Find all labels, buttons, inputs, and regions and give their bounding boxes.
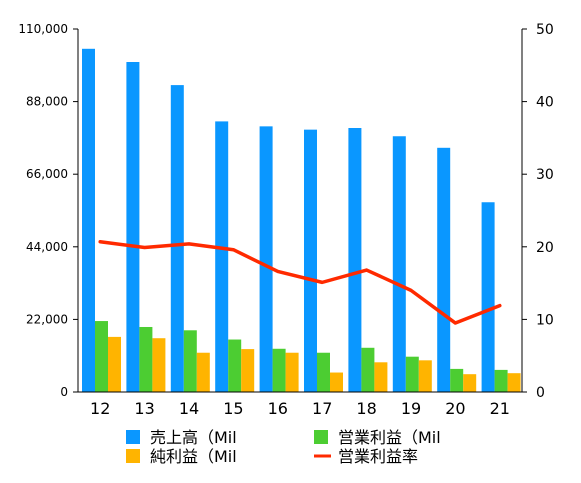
left-tick-label: 22,000	[26, 312, 68, 326]
bar-0-13	[126, 62, 140, 392]
bar-0-15	[215, 121, 229, 393]
bar-1-13	[139, 326, 153, 392]
legend-label-1: 営業利益（Mil	[338, 428, 441, 447]
bar-1-21	[494, 369, 508, 392]
legend-label-2: 純利益（Mil	[150, 447, 237, 466]
x-tick-label: 15	[223, 399, 243, 418]
bar-1-20	[450, 368, 464, 392]
legend: 売上高（Mil 営業利益（Mil 純利益（Mil 営業利益率	[126, 428, 441, 466]
bar-2-12	[108, 336, 121, 392]
right-tick-label: 40	[536, 95, 554, 111]
bar-1-19	[405, 356, 419, 392]
bar-2-14	[196, 352, 210, 392]
right-tick-label: 0	[536, 385, 545, 401]
x-tick-label: 17	[312, 399, 332, 418]
x-tick-label: 21	[490, 399, 510, 418]
x-axis-ticks: 12 13 14 15 16 17 18 19 20 21	[90, 399, 510, 418]
axes	[77, 29, 523, 393]
right-tick-label: 20	[536, 240, 554, 256]
legend-label-3: 営業利益率	[338, 447, 418, 466]
x-tick-label: 12	[90, 399, 110, 418]
line-layer	[98, 239, 502, 325]
x-tick-label: 20	[445, 399, 465, 418]
bar-1-12	[95, 321, 108, 392]
bar-2-18	[374, 362, 388, 392]
bar-2-21	[507, 373, 521, 392]
right-tick-label: 50	[536, 22, 554, 38]
legend-label-0: 売上高（Mil	[150, 428, 237, 447]
left-tick-label: 88,000	[26, 95, 68, 109]
legend-swatch-1	[314, 430, 328, 444]
bar-1-16	[272, 348, 286, 392]
bar-1-15	[228, 339, 242, 392]
right-tick-label: 30	[536, 167, 554, 183]
right-tick-label: 10	[536, 312, 554, 328]
line-series-0	[98, 239, 502, 325]
bar-2-17	[330, 372, 343, 392]
bar-2-16	[285, 352, 299, 392]
left-tick-label: 110,000	[18, 22, 68, 36]
bar-0-16	[259, 126, 273, 392]
bar-1-18	[361, 347, 375, 392]
bar-0-17	[304, 129, 317, 392]
bar-0-21	[481, 202, 495, 392]
legend-swatch-2	[126, 449, 140, 463]
bar-0-19	[392, 136, 406, 392]
x-tick-label: 13	[134, 399, 154, 418]
bar-2-15	[241, 349, 255, 392]
x-tick-label: 19	[401, 399, 421, 418]
left-tick-label: 66,000	[26, 167, 68, 181]
bar-0-12	[82, 48, 95, 393]
bar-0-18	[348, 128, 362, 392]
x-tick-label: 18	[356, 399, 376, 418]
left-tick-label: 0	[60, 385, 68, 399]
left-axis-ticks: 0 22,000 44,000 66,000 88,000 110,000	[18, 22, 78, 399]
bar-2-20	[463, 374, 477, 392]
bar-0-20	[437, 147, 451, 392]
bar-1-14	[183, 330, 197, 392]
bar-2-19	[418, 360, 432, 392]
right-axis-ticks: 0 10 20 30 40 50	[522, 22, 554, 401]
bar-0-14	[170, 85, 184, 392]
bars-group	[82, 48, 521, 393]
x-tick-label: 14	[179, 399, 199, 418]
legend-swatch-0	[126, 430, 140, 444]
bar-2-13	[152, 338, 166, 392]
left-tick-label: 44,000	[26, 240, 68, 254]
x-tick-label: 16	[268, 399, 288, 418]
bar-1-17	[317, 352, 330, 392]
